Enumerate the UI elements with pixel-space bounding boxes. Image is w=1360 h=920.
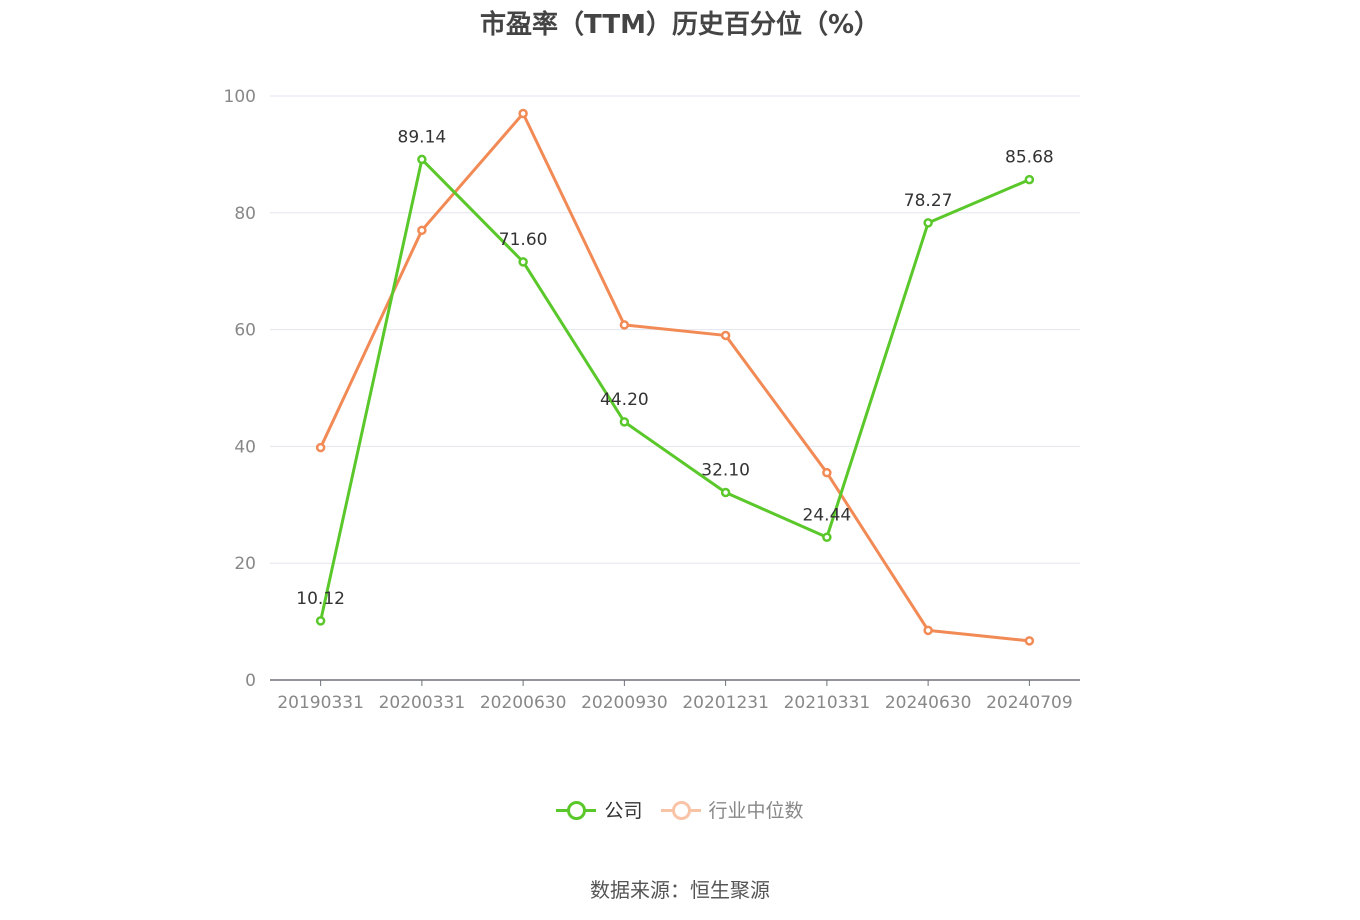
axes: 0 20 40 60 80 100 20190331 20200331 20200630 2020… xyxy=(224,87,1080,713)
x-tick-label: 20200930 xyxy=(581,693,668,713)
y-tick-label: 100 xyxy=(224,87,256,107)
y-tick-label: 40 xyxy=(234,437,256,457)
y-tick-label: 0 xyxy=(245,671,256,691)
x-tick-label: 20200331 xyxy=(379,693,466,713)
data-labels: 10.12 89.14 71.60 44.20 32.10 24.44 78.27 85.68 xyxy=(296,127,1053,608)
legend-item-company[interactable]: 公司 xyxy=(556,796,643,823)
data-point-industry xyxy=(1024,636,1035,646)
data-point-company xyxy=(417,154,427,165)
x-tick-label: 20190331 xyxy=(277,693,364,713)
data-point-industry xyxy=(619,320,630,330)
x-tick-label: 20210331 xyxy=(784,693,871,713)
y-tick-label: 80 xyxy=(234,204,256,224)
x-tick-label: 20200630 xyxy=(480,693,567,713)
data-source: 数据来源：恒生聚源 xyxy=(590,878,770,902)
data-label-company: 71.60 xyxy=(499,230,548,250)
legend: 公司 行业中位数 xyxy=(0,796,1360,823)
data-point-industry xyxy=(518,108,528,119)
legend-item-industry[interactable]: 行业中位数 xyxy=(660,796,804,823)
data-point-company xyxy=(822,532,832,543)
chart-title: 市盈率（TTM）历史百分位（%） xyxy=(480,10,880,40)
legend-company-label: 公司 xyxy=(604,800,643,822)
data-label-company: 10.12 xyxy=(296,589,345,609)
legend-industry-marker-icon xyxy=(660,800,701,820)
y-tick-label: 20 xyxy=(234,554,256,574)
data-point-company xyxy=(315,616,326,626)
series-lines xyxy=(315,108,1035,646)
legend-industry-label: 行业中位数 xyxy=(708,800,804,822)
data-point-industry xyxy=(923,625,933,636)
data-label-company: 24.44 xyxy=(803,505,852,525)
data-point-company xyxy=(518,257,528,267)
data-point-industry xyxy=(417,225,427,236)
x-tick-label: 20201231 xyxy=(682,693,769,713)
series-line-company xyxy=(319,157,1030,622)
data-label-company: 89.14 xyxy=(398,127,447,147)
series-line-industry xyxy=(319,112,1030,643)
data-point-industry xyxy=(315,442,326,453)
data-point-company xyxy=(619,417,630,427)
data-label-company: 78.27 xyxy=(904,191,953,211)
data-label-company: 32.10 xyxy=(701,461,750,481)
data-label-company: 44.20 xyxy=(600,390,649,410)
data-point-company xyxy=(923,218,933,228)
data-label-company: 85.68 xyxy=(1005,148,1054,168)
data-point-industry xyxy=(822,467,832,478)
data-point-company xyxy=(1024,174,1035,185)
x-tick-label: 20240630 xyxy=(885,693,972,713)
data-point-industry xyxy=(720,330,731,341)
y-tick-label: 60 xyxy=(234,321,256,341)
x-tick-label: 20240709 xyxy=(986,693,1073,713)
data-point-company xyxy=(720,487,731,498)
legend-company-marker-icon xyxy=(556,800,597,820)
